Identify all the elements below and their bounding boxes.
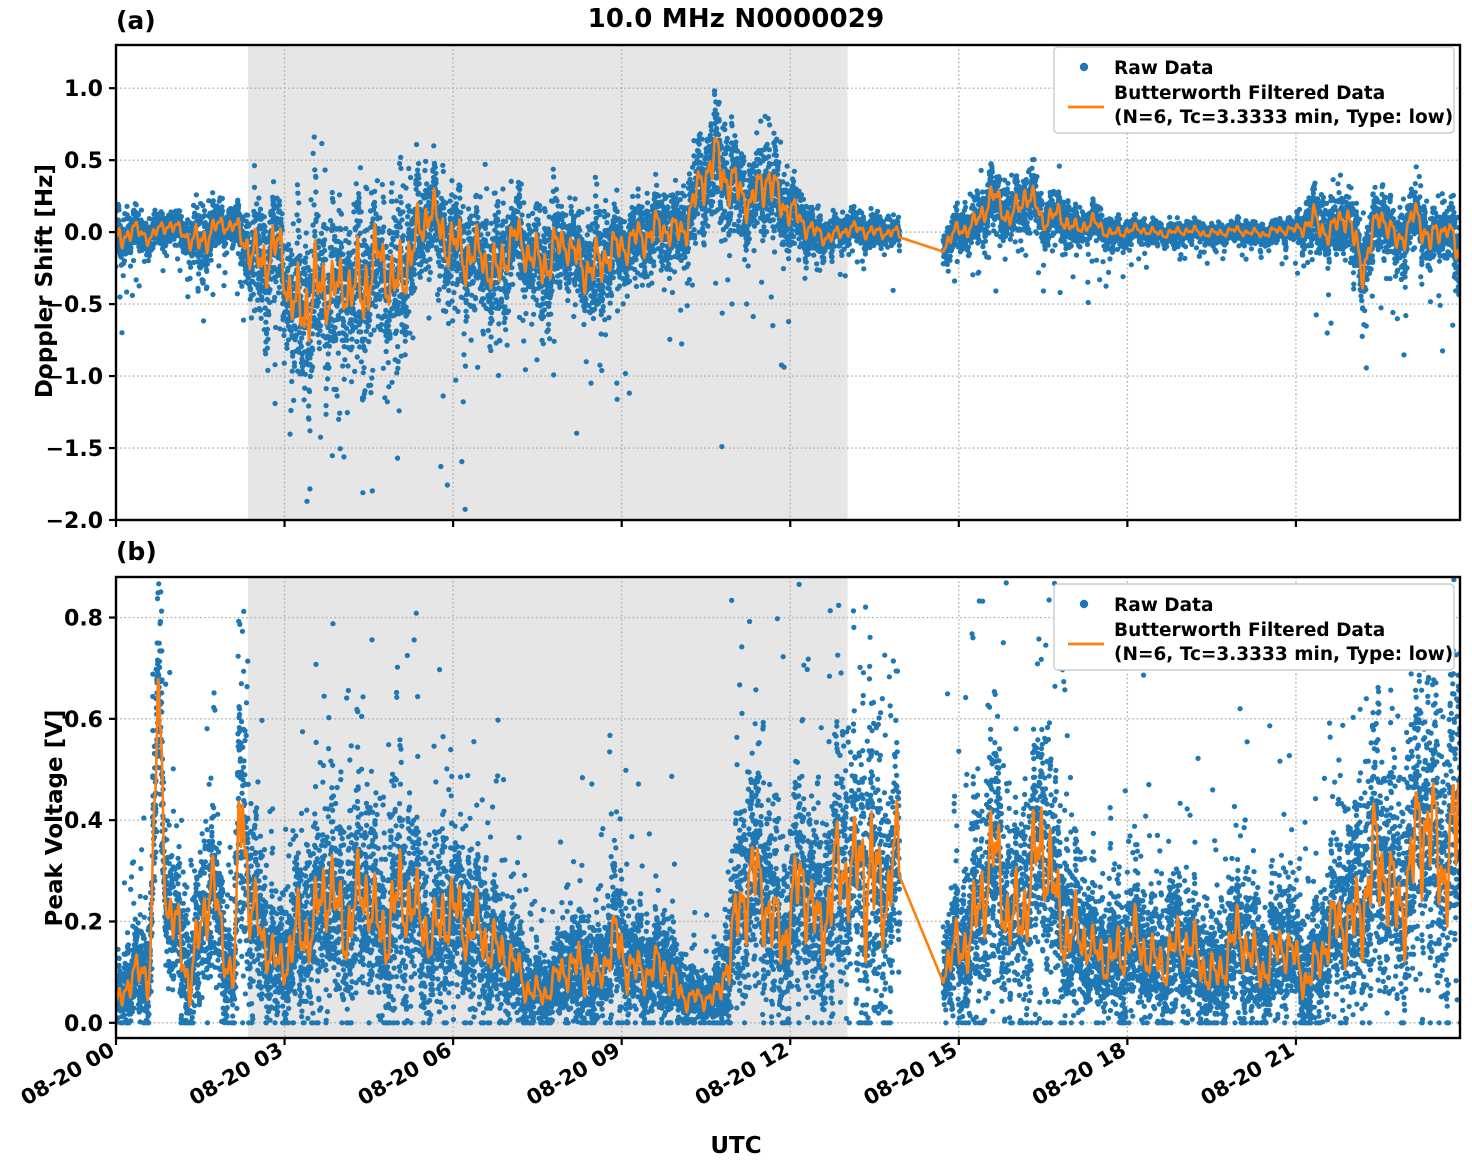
panel-b-tag: (b) (116, 537, 157, 566)
y-tick-label: 0.6 (64, 708, 103, 733)
x-tick-label: 08-20 21 (1197, 1038, 1299, 1111)
legend-label-raw: Raw Data (1114, 58, 1213, 79)
figure-title: 10.0 MHz N0000029 (587, 4, 885, 34)
x-tick-label: 08-20 09 (522, 1038, 624, 1111)
x-tick-label: 08-20 15 (859, 1038, 961, 1111)
butterworth-filtered-line-a (116, 136, 1460, 343)
legend-label-filtered-line2: (N=6, Tc=3.3333 min, Type: low) (1114, 644, 1453, 665)
legend-label-filtered-line2: (N=6, Tc=3.3333 min, Type: low) (1114, 107, 1453, 128)
legend-box-a (1053, 46, 1455, 134)
panel-a-tag: (a) (116, 6, 156, 35)
y-tick-label: 0.5 (64, 149, 103, 174)
x-tick-label: 08-20 00 (17, 1038, 119, 1111)
legend-label-filtered-line1: Butterworth Filtered Data (1114, 83, 1385, 104)
axes-frame-b (114, 575, 1462, 1040)
x-tick-label: 08-20 06 (354, 1038, 456, 1111)
y-tick-label: 1.0 (64, 77, 103, 102)
y-tick-label: 0.2 (64, 910, 103, 935)
y-tick-label: 0.0 (64, 221, 103, 246)
x-tick-label: 08-20 12 (691, 1038, 793, 1111)
x-tick-label: 08-20 03 (185, 1038, 287, 1111)
butterworth-filtered-line-b (116, 678, 1460, 1014)
legend-marker-raw (1079, 599, 1089, 609)
y-tick-label: 0.8 (64, 607, 103, 632)
legend-label-filtered-line1: Butterworth Filtered Data (1114, 620, 1385, 641)
x-tick-label: 08-20 18 (1028, 1038, 1130, 1111)
data-layer-a (116, 88, 1460, 512)
y-tick-label: −1.0 (46, 365, 103, 390)
legend-label-raw: Raw Data (1114, 595, 1213, 616)
y-tick-label: −2.0 (46, 509, 103, 534)
y-tick-label: −0.5 (46, 293, 103, 318)
axes-frame-a (114, 43, 1462, 522)
y-tick-label: 0.0 (64, 1012, 103, 1037)
y-tick-label: −1.5 (46, 437, 103, 462)
x-axis-label: UTC (710, 1133, 762, 1159)
legend-box-b (1053, 583, 1455, 671)
y-tick-label: 0.4 (64, 809, 103, 834)
legend-marker-raw (1079, 62, 1089, 72)
